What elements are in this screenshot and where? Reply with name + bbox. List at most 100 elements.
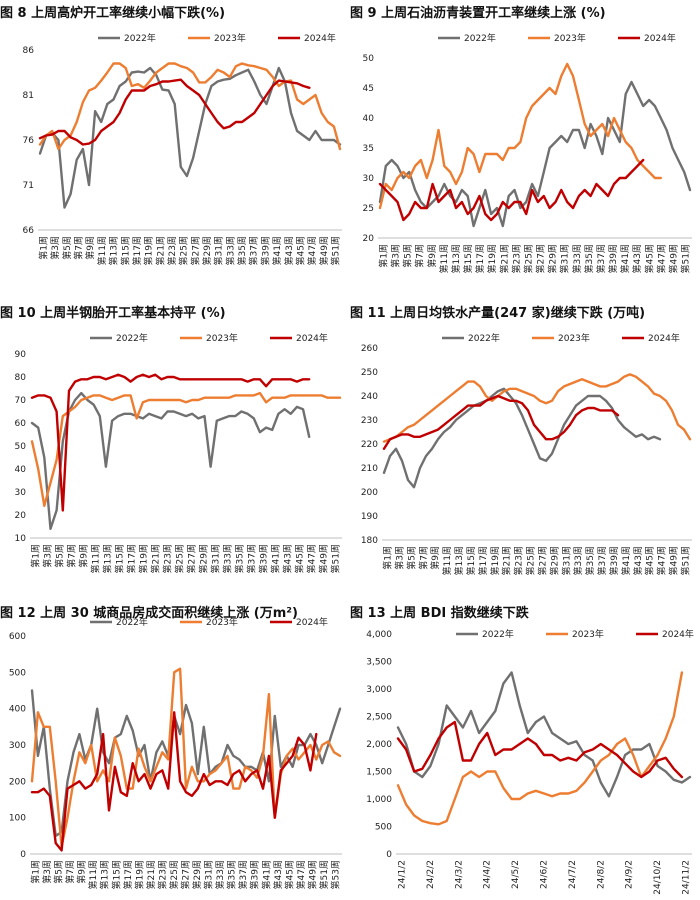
chart-title: 图 11 上周日均铁水产量(247 家)继续下跌 (万吨) bbox=[350, 306, 646, 321]
x-tick-label: 第5周 bbox=[53, 860, 65, 884]
x-tick-label: 第47周 bbox=[655, 244, 667, 273]
x-tick-label: 第23周 bbox=[162, 544, 174, 573]
y-tick-label: 1,500 bbox=[366, 768, 392, 778]
x-tick-label: 第3周 bbox=[41, 860, 53, 884]
x-tick-label: 第21周 bbox=[498, 244, 510, 273]
y-tick-label: 0 bbox=[386, 850, 392, 860]
series-line-2023 bbox=[396, 671, 684, 826]
x-tick-label: 第5周 bbox=[54, 544, 66, 568]
chart-asphalt: 2022年 2023年 2024年 20 25 30 35 40 45 50 第1周 第3周 第5周 第7… bbox=[363, 32, 692, 273]
x-tick-label: 第17周 bbox=[126, 544, 138, 573]
series-line-2024 bbox=[378, 158, 645, 222]
x-tick-label: 第13周 bbox=[108, 236, 120, 265]
series-line-2022 bbox=[378, 80, 692, 228]
x-tick-label: 第49周 bbox=[318, 544, 330, 573]
x-tick-label: 第17周 bbox=[474, 244, 486, 273]
x-tick-label: 第1周 bbox=[38, 236, 50, 260]
x-tick-label: 第41周 bbox=[619, 244, 631, 273]
y-tick-label: 250 bbox=[361, 368, 378, 378]
legend-label-2022: 2022年 bbox=[116, 332, 148, 344]
legend-label-2024: 2024年 bbox=[304, 32, 336, 44]
y-tick-label: 500 bbox=[9, 668, 26, 678]
x-tick-label: 第31周 bbox=[560, 546, 572, 575]
x-tick-label: 24/5/2 bbox=[511, 860, 521, 889]
y-tick-label: 10 bbox=[15, 534, 27, 544]
y-axis: 0 500 1,000 1,500 2,000 2,500 3,000 3,500 4,000 bbox=[366, 630, 392, 860]
x-tick-label: 第27周 bbox=[536, 546, 548, 575]
series-line-2023 bbox=[30, 391, 342, 508]
legend-label-2023: 2023年 bbox=[206, 616, 238, 628]
x-tick-label: 第11周 bbox=[87, 860, 99, 889]
legend-label-2024: 2024年 bbox=[296, 616, 328, 628]
y-tick-label: 400 bbox=[9, 705, 26, 715]
x-tick-label: 第37周 bbox=[596, 546, 608, 575]
series-line-2024 bbox=[382, 394, 620, 451]
x-tick-label: 第15周 bbox=[119, 236, 131, 265]
x-tick-label: 24/6/2 bbox=[540, 860, 550, 889]
y-tick-label: 180 bbox=[361, 536, 378, 546]
y-tick-label: 60 bbox=[15, 419, 27, 429]
y-tick-label: 71 bbox=[23, 181, 34, 191]
legend: 2022年 2023年 2024年 bbox=[456, 628, 694, 640]
x-tick-label: 第27周 bbox=[535, 244, 547, 273]
x-tick-label: 第35周 bbox=[583, 244, 595, 273]
x-tick-label: 第7周 bbox=[66, 544, 78, 568]
x-tick-label: 第31周 bbox=[203, 860, 215, 889]
x-tick-label: 第43周 bbox=[272, 860, 284, 889]
chart-panel-semi-steel-tire: 图 10 上周半钢胎开工率基本持平 (%) 2022年 2023年 2024年 10 2… bbox=[0, 300, 350, 600]
x-tick-label: 第13周 bbox=[450, 244, 462, 273]
y-tick-label: 220 bbox=[361, 440, 378, 450]
x-tick-label: 第33周 bbox=[214, 860, 226, 889]
x-tick-label: 第31周 bbox=[213, 236, 225, 265]
x-axis: 第1周 第3周 第5周 第7周 第9周 第11周 第13周 第15周 第17周 第19周 第21周第… bbox=[382, 546, 692, 575]
y-tick-label: 240 bbox=[361, 392, 378, 402]
x-tick-label: 第49周 bbox=[667, 244, 679, 273]
y-tick-label: 20 bbox=[15, 511, 27, 521]
x-tick-label: 第47周 bbox=[295, 860, 307, 889]
x-tick-label: 第25周 bbox=[178, 236, 190, 265]
legend-label-2022: 2022年 bbox=[482, 628, 514, 640]
series-line-2022 bbox=[396, 671, 692, 798]
y-tick-label: 260 bbox=[361, 344, 378, 354]
x-tick-label: 第15周 bbox=[114, 544, 126, 573]
x-tick-label: 第19周 bbox=[486, 244, 498, 273]
x-tick-label: 第11周 bbox=[96, 236, 108, 265]
y-tick-label: 20 bbox=[363, 234, 375, 244]
y-tick-label: 2,000 bbox=[366, 740, 392, 750]
legend-label-2023: 2023年 bbox=[214, 32, 246, 44]
y-axis: 20 25 30 35 40 45 50 bbox=[363, 54, 375, 244]
x-tick-label: 第49周 bbox=[668, 546, 680, 575]
y-tick-label: 90 bbox=[15, 350, 27, 360]
x-tick-label: 第27周 bbox=[186, 544, 198, 573]
x-tick-label: 第23周 bbox=[156, 860, 168, 889]
x-tick-label: 第45周 bbox=[294, 544, 306, 573]
series-line-2022 bbox=[30, 391, 311, 531]
x-tick-label: 第11周 bbox=[441, 546, 453, 575]
chart-panel-asphalt: 图 9 上周石油沥青装置开工率继续上涨 (%) 2022年 2023年 2024年 2… bbox=[350, 0, 700, 300]
chart-panel-bdi: 图 13 上周 BDI 指数继续下跌 2022年 2023年 2024年 0 500 1,… bbox=[350, 600, 700, 900]
y-tick-label: 50 bbox=[15, 442, 27, 452]
x-tick-label: 第25周 bbox=[522, 244, 534, 273]
x-tick-label: 第35周 bbox=[234, 544, 246, 573]
series-line-2023 bbox=[378, 62, 662, 210]
legend-label-2024: 2024年 bbox=[296, 332, 328, 344]
x-tick-label: 第19周 bbox=[143, 236, 155, 265]
x-tick-label: 第5周 bbox=[405, 546, 417, 570]
legend-label-2022: 2022年 bbox=[468, 332, 500, 344]
x-tick-label: 第7周 bbox=[417, 546, 429, 570]
x-tick-label: 第15周 bbox=[462, 244, 474, 273]
y-tick-label: 200 bbox=[361, 488, 378, 498]
chart-hot-metal: 2022年 2023年 2024年 180 190 200 210 220 230 240 250 2… bbox=[361, 332, 692, 575]
x-tick-label: 24/1/2 bbox=[398, 860, 408, 889]
x-tick-label: 第45周 bbox=[294, 236, 306, 265]
x-tick-label: 第43周 bbox=[282, 544, 294, 573]
x-tick-label: 第7周 bbox=[414, 244, 426, 268]
x-tick-label: 24/11/2 bbox=[682, 860, 692, 895]
y-tick-label: 40 bbox=[15, 465, 27, 475]
x-tick-label: 第29周 bbox=[548, 546, 560, 575]
x-tick-label: 第31周 bbox=[559, 244, 571, 273]
y-tick-label: 81 bbox=[23, 91, 34, 101]
x-tick-label: 第5周 bbox=[402, 244, 414, 268]
x-tick-label: 第47周 bbox=[306, 236, 318, 265]
x-tick-label: 第45周 bbox=[644, 546, 656, 575]
